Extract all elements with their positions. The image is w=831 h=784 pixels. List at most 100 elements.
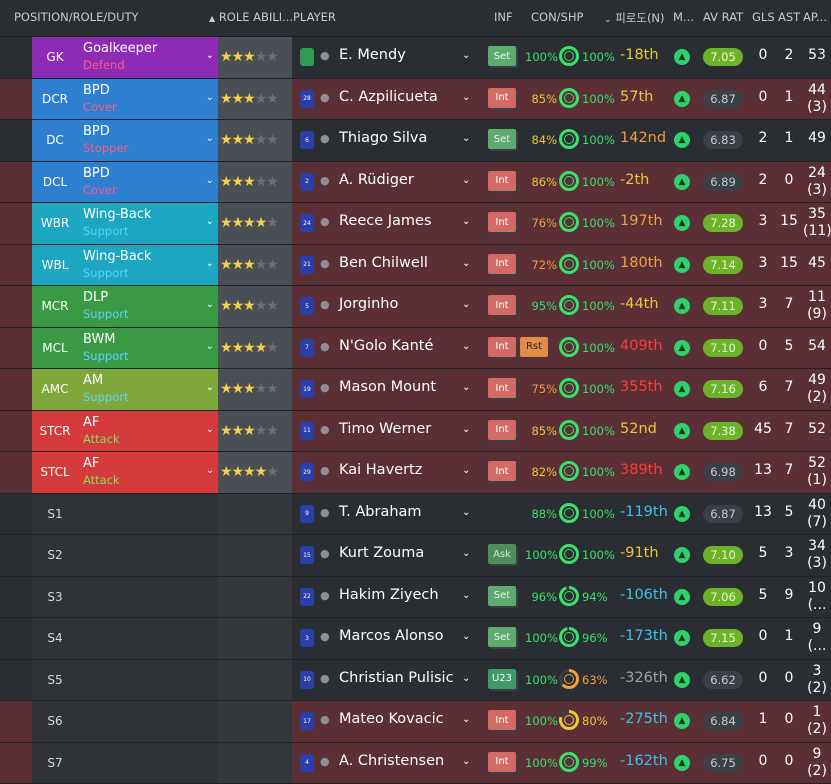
player-name[interactable]: T. Abraham	[339, 504, 422, 520]
chevron-down-icon[interactable]: ⌄	[206, 465, 214, 476]
player-name[interactable]: Jorginho	[339, 296, 398, 312]
chevron-down-icon[interactable]: ⌄	[206, 299, 214, 310]
chevron-down-icon[interactable]: ⌄	[462, 424, 470, 435]
chevron-down-icon[interactable]: ⌄	[462, 382, 470, 393]
chevron-down-icon[interactable]: ⌄	[462, 631, 470, 642]
col-role-ability[interactable]: ▲ ROLE ABILI...	[209, 10, 293, 24]
inf-badge[interactable]: Set	[488, 586, 516, 606]
col-m[interactable]: M...	[673, 10, 694, 24]
col-position-role-duty[interactable]: POSITION/ROLE/DUTY	[14, 10, 139, 24]
player-name[interactable]: Marcos Alonso	[339, 628, 443, 644]
chevron-down-icon[interactable]: ⌄	[462, 258, 470, 269]
chevron-down-icon[interactable]: ⌄	[206, 258, 214, 269]
player-name[interactable]: E. Mendy	[339, 47, 406, 63]
chevron-down-icon[interactable]: ⌄	[462, 714, 470, 725]
chevron-down-icon[interactable]: ⌄	[462, 175, 470, 186]
player-name[interactable]: A. Christensen	[339, 753, 444, 769]
player-name[interactable]: Hakim Ziyech	[339, 587, 439, 603]
chevron-down-icon[interactable]: ⌄	[206, 216, 214, 227]
col-gls[interactable]: GLS	[752, 10, 775, 24]
player-name[interactable]: Ben Chilwell	[339, 255, 428, 271]
chevron-down-icon[interactable]: ⌄	[462, 299, 470, 310]
player-name[interactable]: Mason Mount	[339, 379, 436, 395]
col-apps[interactable]: AP...	[803, 10, 827, 24]
chevron-down-icon[interactable]: ⌄	[462, 133, 470, 144]
player-name[interactable]: A. Rüdiger	[339, 172, 414, 188]
inf-badge[interactable]: U23	[488, 669, 516, 689]
chevron-down-icon[interactable]: ⌄	[206, 92, 214, 103]
inf-badge[interactable]: Ask	[488, 544, 516, 564]
col-player[interactable]: PLAYER	[293, 10, 336, 24]
chevron-down-icon[interactable]: ⌄	[206, 424, 214, 435]
col-inf[interactable]: INF	[494, 10, 513, 24]
chevron-down-icon[interactable]: ⌄	[462, 590, 470, 601]
player-name[interactable]: C. Azpilicueta	[339, 89, 438, 105]
player-name[interactable]: N'Golo Kanté	[339, 338, 433, 354]
chevron-down-icon[interactable]: ⌄	[462, 673, 470, 684]
chevron-down-icon[interactable]: ⌄	[206, 50, 214, 61]
player-name[interactable]: Timo Werner	[339, 421, 431, 437]
inf-badge[interactable]: Int	[488, 420, 516, 440]
chevron-down-icon[interactable]: ⌄	[462, 92, 470, 103]
col-form[interactable]: ⌄ 피로도(N)	[604, 10, 665, 26]
inf-badge[interactable]: Set	[488, 129, 516, 149]
col-av-rat[interactable]: AV RAT	[703, 10, 743, 24]
chevron-down-icon[interactable]: ⌄	[206, 175, 214, 186]
player-name[interactable]: Reece James	[339, 213, 432, 229]
inf-badge[interactable]: Int	[488, 378, 516, 398]
chevron-down-icon[interactable]: ⌄	[462, 756, 470, 767]
inf-badge[interactable]: Int	[488, 171, 516, 191]
inf-badge[interactable]: Int	[488, 88, 516, 108]
inf-badge[interactable]: Int	[488, 212, 516, 232]
chevron-down-icon[interactable]: ⌄	[462, 341, 470, 352]
inf-badge[interactable]: Int	[488, 337, 516, 357]
inf-badge[interactable]: Int	[488, 254, 516, 274]
chevron-down-icon[interactable]: ⌄	[462, 507, 470, 518]
inf-badge[interactable]: Int	[488, 752, 516, 772]
chevron-down-icon[interactable]: ⌄	[206, 341, 214, 352]
player-name[interactable]: Mateo Kovacic	[339, 711, 444, 727]
player-name[interactable]: Thiago Silva	[339, 130, 427, 146]
col-con-shp[interactable]: CON/SHP	[531, 10, 583, 24]
chevron-down-icon[interactable]: ⌄	[206, 133, 214, 144]
chevron-down-icon[interactable]: ⌄	[462, 465, 470, 476]
inf-badge[interactable]: Int	[488, 710, 516, 730]
inf-badge[interactable]: Set	[488, 46, 516, 66]
rest-badge[interactable]: Rst	[520, 337, 548, 357]
chevron-down-icon[interactable]: ⌄	[206, 382, 214, 393]
player-name[interactable]: Christian Pulisic	[339, 670, 454, 686]
inf-badge[interactable]: Int	[488, 295, 516, 315]
col-ast[interactable]: AST	[778, 10, 800, 24]
inf-badge[interactable]: Set	[488, 627, 516, 647]
chevron-down-icon[interactable]: ⌄	[462, 216, 470, 227]
player-name[interactable]: Kai Havertz	[339, 462, 422, 478]
inf-badge[interactable]: Int	[488, 461, 516, 481]
